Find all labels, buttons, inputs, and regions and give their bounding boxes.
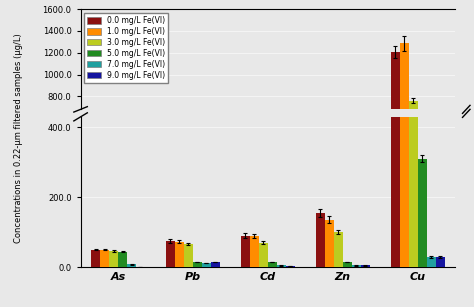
Legend: 0.0 mg/L Fe(VI), 1.0 mg/L Fe(VI), 3.0 mg/L Fe(VI), 5.0 mg/L Fe(VI), 7.0 mg/L Fe(: 0.0 mg/L Fe(VI), 1.0 mg/L Fe(VI), 3.0 mg… (84, 13, 168, 83)
Bar (109, 178, 118, 183)
Bar (259, 243, 268, 267)
Bar (211, 262, 220, 267)
Bar (166, 175, 175, 183)
Bar (334, 173, 343, 183)
Bar (316, 213, 325, 267)
Bar (400, 0, 409, 267)
Bar (241, 236, 250, 267)
Text: Concentrations in 0.22-μm filtered samples (μg/L): Concentrations in 0.22-μm filtered sampl… (15, 33, 23, 243)
Bar (100, 250, 109, 267)
Bar (418, 159, 427, 267)
Bar (250, 174, 259, 183)
Bar (127, 264, 136, 267)
Bar (286, 266, 295, 267)
Bar (409, 101, 418, 183)
Bar (409, 2, 418, 267)
Bar (427, 180, 436, 183)
Bar (100, 178, 109, 183)
Bar (343, 182, 352, 183)
Bar (109, 251, 118, 267)
Bar (250, 236, 259, 267)
Bar (175, 175, 184, 183)
Bar (127, 182, 136, 183)
Bar (361, 265, 370, 267)
Bar (193, 182, 202, 183)
Bar (391, 0, 400, 267)
Bar (166, 241, 175, 267)
Bar (211, 182, 220, 183)
Bar (334, 232, 343, 267)
Bar (202, 182, 211, 183)
Bar (436, 180, 445, 183)
Bar (193, 262, 202, 267)
Bar (316, 166, 325, 183)
Bar (91, 250, 100, 267)
Bar (325, 169, 334, 183)
Bar (184, 244, 193, 267)
Bar (259, 176, 268, 183)
Bar (91, 178, 100, 183)
Bar (118, 179, 127, 183)
Bar (241, 173, 250, 183)
Bar (202, 263, 211, 267)
Bar (400, 44, 409, 183)
Bar (268, 262, 277, 267)
Bar (391, 52, 400, 183)
Bar (427, 257, 436, 267)
Bar (418, 150, 427, 183)
Bar (343, 262, 352, 267)
Bar (436, 257, 445, 267)
Bar (277, 265, 286, 267)
Bar (325, 220, 334, 267)
Bar (175, 242, 184, 267)
Bar (268, 182, 277, 183)
Bar (118, 252, 127, 267)
Bar (184, 176, 193, 183)
Bar (352, 265, 361, 267)
